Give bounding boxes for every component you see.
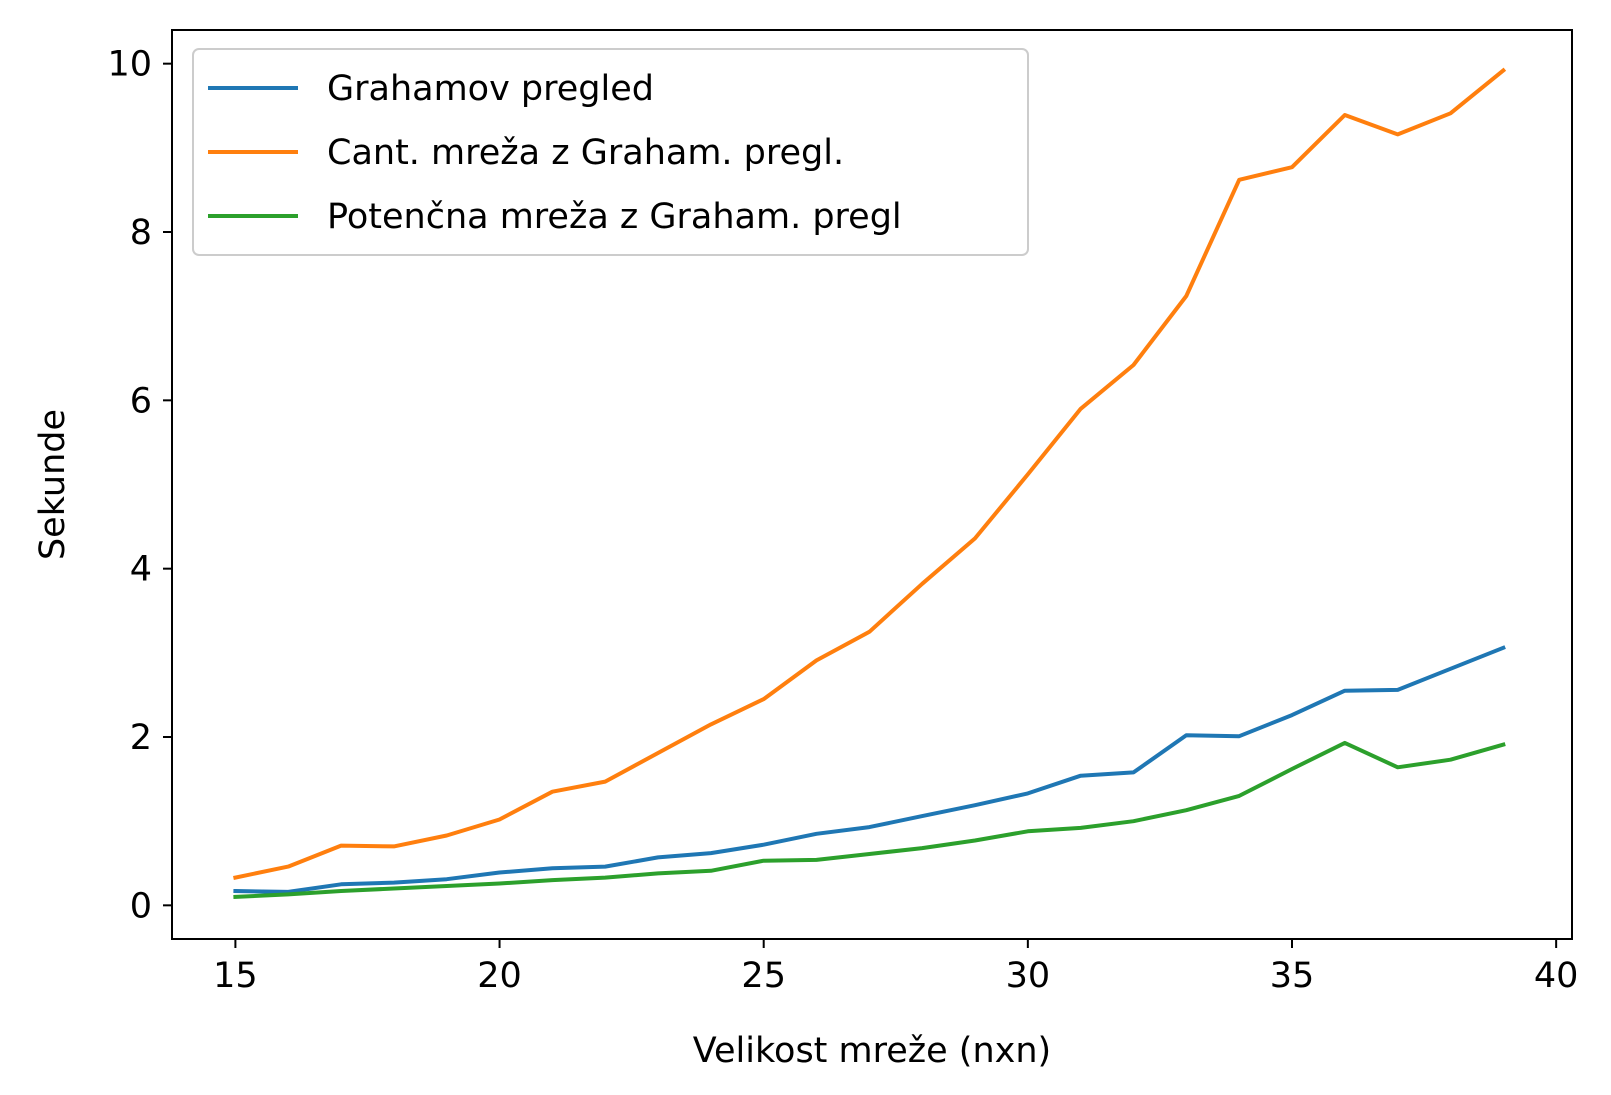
x-tick-label: 25 — [741, 956, 786, 996]
legend-label: Potenčna mreža z Graham. pregl — [327, 197, 902, 237]
legend-label: Cant. mreža z Graham. pregl. — [327, 133, 844, 173]
y-axis: 0 2 4 6 8 10 — [107, 45, 172, 926]
x-tick-label: 20 — [477, 956, 522, 996]
series-line-2 — [233, 67, 1507, 880]
series-line-3 — [233, 740, 1506, 899]
legend-box — [192, 48, 1029, 256]
x-tick-label: 15 — [213, 956, 258, 996]
y-tick-label: 4 — [130, 550, 152, 590]
legend: Grahamov pregled Cant. mreža z Graham. pr… — [192, 48, 1029, 256]
x-tick-label: 30 — [1006, 956, 1051, 996]
y-tick-label: 10 — [107, 45, 152, 85]
y-axis-title: Sekunde — [33, 409, 73, 560]
y-tick-label: 8 — [130, 213, 152, 253]
y-tick-label: 6 — [130, 381, 152, 421]
plot-lines — [233, 67, 1507, 899]
y-tick-label: 2 — [130, 718, 152, 758]
x-axis: 15 20 25 30 35 40 — [213, 939, 1578, 996]
y-tick-label: 0 — [130, 886, 152, 926]
series-line-1 — [233, 645, 1506, 894]
x-tick-label: 35 — [1270, 956, 1315, 996]
x-axis-title: Velikost mreže (nxn) — [693, 1031, 1051, 1071]
legend-label: Grahamov pregled — [327, 69, 654, 109]
plot-frame — [171, 29, 1573, 940]
x-tick-label: 40 — [1534, 956, 1579, 996]
